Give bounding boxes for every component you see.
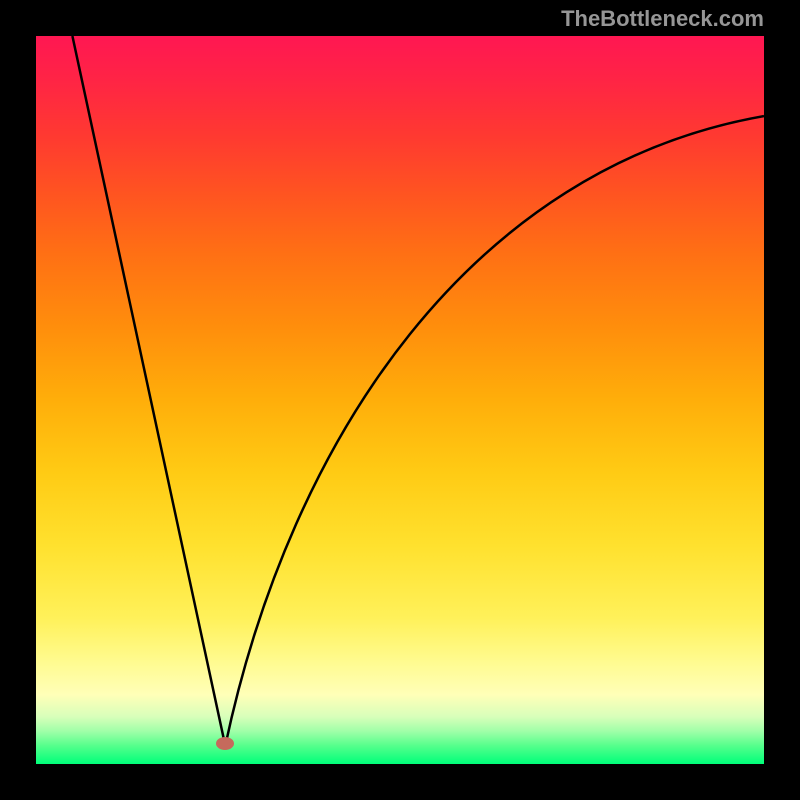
v-curve [72,36,764,746]
watermark-text: TheBottleneck.com [561,6,764,32]
curve-layer [36,36,764,764]
chart-root: TheBottleneck.com [0,0,800,800]
